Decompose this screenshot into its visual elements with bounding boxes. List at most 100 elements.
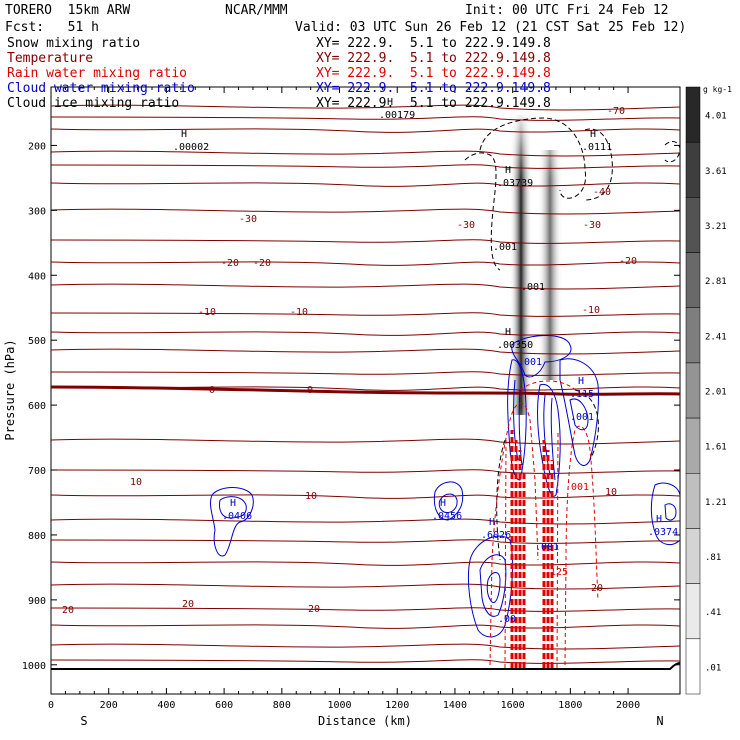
contour-value-label: .001 <box>565 482 589 493</box>
model-title: TORERO 15km ARW <box>5 3 131 18</box>
temperature-label: 20 <box>62 605 74 616</box>
colorbar-label: 2.81 <box>705 277 727 287</box>
colorbar-segment <box>685 252 701 308</box>
temperature-label: -70 <box>607 106 625 117</box>
center-label: NCAR/MMM <box>225 3 288 18</box>
isotherm-line <box>51 312 680 317</box>
extremum-symbol: H <box>181 129 187 140</box>
y-tick-label: 400 <box>28 271 46 282</box>
x-axis-label: Distance (km) <box>318 714 412 728</box>
y-tick-label: 800 <box>28 531 46 542</box>
isotherm-line <box>51 518 680 525</box>
field-name-snow: Snow mixing ratio <box>7 36 141 51</box>
colorbar-segment <box>685 307 701 364</box>
colorbar-segment <box>685 417 701 474</box>
colorbar-label: 2.01 <box>705 388 727 398</box>
isotherm-line <box>51 659 680 664</box>
extremum-value: .0456 <box>432 511 462 522</box>
temperature-label: -30 <box>457 220 475 231</box>
colorbar-label: 4.01 <box>705 112 727 122</box>
field-xy-temperature: XY= 222.9. 5.1 to 222.9.149.8 <box>316 51 551 66</box>
x-tick-label: 2000 <box>616 700 640 711</box>
colorbar-label: .81 <box>705 553 721 563</box>
temperature-label: -40 <box>593 187 611 198</box>
field-name-cloud-ice: Cloud ice mixing ratio <box>7 96 180 111</box>
extremum-symbol: H <box>387 97 393 108</box>
temperature-labels: -70 -40 -30 -30 -30 -20 -20 -20 -10 -10 -10 0 0 10 10 1… <box>62 106 637 616</box>
colorbar-label: 3.61 <box>705 167 727 177</box>
extremum-symbol: H <box>505 327 511 338</box>
init-time: Init: 00 UTC Fri 24 Feb 12 <box>465 3 669 18</box>
y-axis-label: Pressure (hPa) <box>3 339 17 440</box>
isotherm-line <box>51 182 680 187</box>
colorbar-segment <box>685 362 701 419</box>
colorbar-label: 2.41 <box>705 332 727 342</box>
colorbar-label: 3.21 <box>705 222 727 232</box>
rain-water-contours <box>489 380 599 669</box>
temperature-label: -10 <box>582 305 600 316</box>
x-tick-label: 0 <box>48 700 54 711</box>
temperature-label: 10 <box>605 487 617 498</box>
x-tick-label: 1000 <box>327 700 351 711</box>
colorbar-segment <box>685 197 701 253</box>
extrema-labels: H .00002 H .03739 H .00350 H .0406 H .0456 H .6026 H… <box>173 97 678 541</box>
colorbar-label: 1.61 <box>705 443 727 453</box>
contour-value-label: .001 <box>535 542 559 553</box>
south-label: S <box>80 714 87 728</box>
y-tick-label: 600 <box>28 401 46 412</box>
north-label: N <box>656 714 663 728</box>
x-axis: 0 200 400 600 800 1000 1200 1400 1600 1800 2000 <box>48 87 640 711</box>
field-xy-cloud-water: XY= 222.9. 5.1 to 222.9.149.8 <box>316 81 551 96</box>
field-name-rain: Rain water mixing ratio <box>7 66 188 81</box>
x-tick-label: 800 <box>273 700 291 711</box>
colorbar-segment <box>685 528 701 584</box>
extremum-value: .6026 <box>481 530 511 541</box>
temperature-label: -30 <box>583 220 601 231</box>
temperature-label: -20 <box>619 256 637 267</box>
extremum-value: .00179 <box>379 110 415 121</box>
small-value-labels: .001 .001 .001 .001 .001 .001 .125 .00 <box>493 242 594 625</box>
colorbar-segment <box>685 473 701 529</box>
isotherm-line <box>51 438 680 445</box>
isotherm-line <box>51 583 680 590</box>
isotherm-line <box>51 494 680 499</box>
temperature-label: -20 <box>253 258 271 269</box>
contour-value-label: .001 <box>570 412 594 423</box>
extremum-symbol: H <box>440 498 446 509</box>
field-xy-snow: XY= 222.9. 5.1 to 222.9.149.8 <box>316 36 551 51</box>
colorbar-segment <box>685 86 701 143</box>
isotherm-line <box>51 561 680 566</box>
temperature-isotherms <box>51 104 680 664</box>
x-tick-label: 1200 <box>385 700 409 711</box>
field-xy-cloud-ice: XY= 222.9. 5.1 to 222.9.149.8 <box>316 96 551 111</box>
temperature-label: 10 <box>130 477 142 488</box>
temperature-label: 20 <box>591 583 603 594</box>
isotherm-line <box>51 539 680 544</box>
colorbar-label: 1.21 <box>705 498 727 508</box>
field-xy-rain: XY= 222.9. 5.1 to 222.9.149.8 <box>316 66 551 81</box>
isotherm-line <box>51 348 680 355</box>
temperature-label: -10 <box>198 307 216 318</box>
y-tick-label: 300 <box>28 206 46 217</box>
temperature-label: -10 <box>290 307 308 318</box>
temperature-label: 0 <box>307 385 313 396</box>
extremum-symbol: H <box>656 514 662 525</box>
contour-value-label: .125 <box>544 567 568 578</box>
temperature-label: 20 <box>182 599 194 610</box>
y-tick-label: 500 <box>28 336 46 347</box>
colorbar-segment <box>685 583 701 640</box>
colorbar-segment <box>685 638 701 695</box>
extremum-value: .0406 <box>222 511 252 522</box>
isotherm-line <box>51 239 680 244</box>
temperature-label: -20 <box>221 258 239 269</box>
extremum-symbol: H <box>578 376 584 387</box>
isotherm-line <box>51 643 680 650</box>
cloud-water-contours <box>210 335 680 638</box>
extremum-value: .00002 <box>173 142 209 153</box>
isotherm-line <box>51 371 680 376</box>
extremum-value: .115 <box>570 389 594 400</box>
terrain-surface <box>51 662 680 670</box>
x-tick-label: 400 <box>157 700 175 711</box>
field-name-temperature: Temperature <box>7 51 94 66</box>
